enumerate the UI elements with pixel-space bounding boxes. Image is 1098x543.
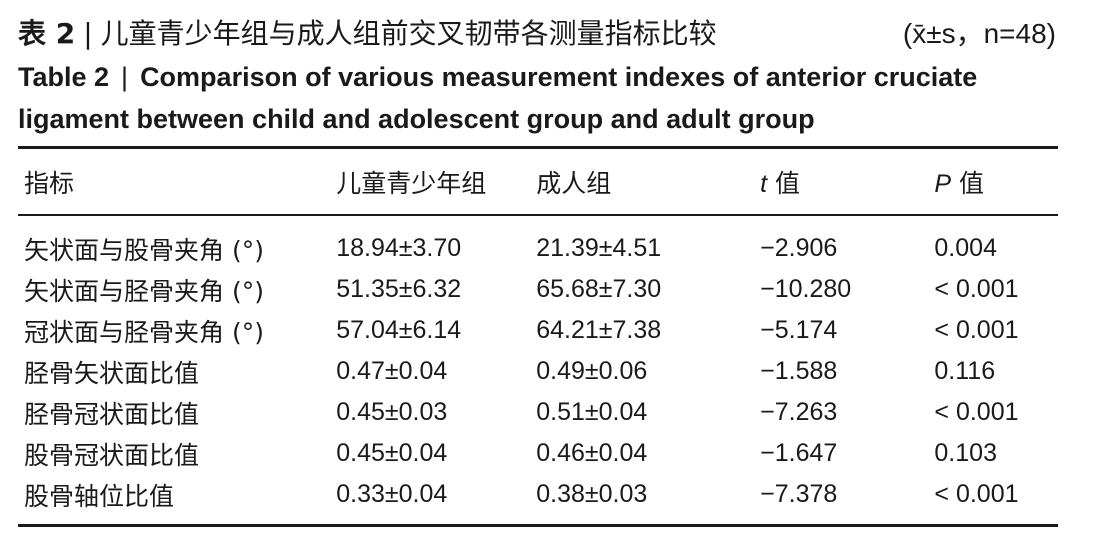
header-child-group: 儿童青少年组 <box>336 169 487 198</box>
table-label-cn: 表 2 <box>18 17 76 50</box>
cell-child: 57.04±6.14 <box>336 316 462 344</box>
cell-child: 0.33±0.04 <box>336 480 448 508</box>
cell-child: 18.94±3.70 <box>336 234 462 262</box>
table-header-rule <box>18 214 1058 216</box>
cell-child: 51.35±6.32 <box>336 275 462 303</box>
cell-t: −5.174 <box>760 316 838 344</box>
cell-adult: 64.21±7.38 <box>536 316 662 344</box>
header-p-symbol: P <box>934 170 952 198</box>
header-t-suffix: 值 <box>767 169 801 198</box>
header-t-symbol: t <box>760 170 768 198</box>
table-caption-en: Table 2 | Comparison of various measuremen… <box>18 56 1078 140</box>
table-row: 股骨冠状面比值 0.45±0.04 0.46±0.04 −1.647 0.103 <box>18 433 1058 474</box>
table-label-en: Table 2 <box>18 62 110 92</box>
cell-adult: 0.46±0.04 <box>536 439 648 467</box>
cell-child: 0.45±0.03 <box>336 398 448 426</box>
header-t-value: t 值 <box>754 150 928 214</box>
cell-p: < 0.001 <box>934 275 1019 303</box>
cell-t: −7.263 <box>760 398 838 426</box>
table-bottom-rule <box>18 524 1058 527</box>
table-row: 股骨轴位比值 0.33±0.04 0.38±0.03 −7.378 < 0.00… <box>18 474 1058 515</box>
header-p-value: P 值 <box>928 150 1058 214</box>
cell-index: 矢状面与胫骨夹角 (°) <box>24 276 264 306</box>
cell-index: 矢状面与股骨夹角 (°) <box>24 235 264 265</box>
table-row: 矢状面与胫骨夹角 (°) 51.35±6.32 65.68±7.30 −10.2… <box>18 269 1058 310</box>
cell-p: 0.116 <box>934 357 996 385</box>
caption-text-en: Comparison of various measurement indexe… <box>18 62 978 134</box>
cell-index: 股骨冠状面比值 <box>24 440 200 470</box>
cell-child: 0.47±0.04 <box>336 357 448 385</box>
cell-t: −10.280 <box>760 275 852 303</box>
header-adult-group: 成人组 <box>536 169 612 198</box>
table-caption-cn: 表 2 | 儿童青少年组与成人组前交叉韧带各测量指标比较 (x̄±s，n=48) <box>18 14 1078 54</box>
cell-adult: 0.51±0.04 <box>536 398 648 426</box>
table-row: 胫骨冠状面比值 0.45±0.03 0.51±0.04 −7.263 < 0.0… <box>18 392 1058 433</box>
header-p-suffix: 值 <box>951 169 985 198</box>
cell-adult: 0.38±0.03 <box>536 480 648 508</box>
cell-adult: 21.39±4.51 <box>536 234 662 262</box>
cell-index: 股骨轴位比值 <box>24 481 175 511</box>
table-row: 冠状面与胫骨夹角 (°) 57.04±6.14 64.21±7.38 −5.17… <box>18 310 1058 351</box>
caption-text-cn: 儿童青少年组与成人组前交叉韧带各测量指标比较 <box>100 17 717 50</box>
cell-index: 胫骨冠状面比值 <box>24 399 200 429</box>
cell-p: < 0.001 <box>934 398 1019 426</box>
table-row: 胫骨矢状面比值 0.47±0.04 0.49±0.06 −1.588 0.116 <box>18 351 1058 392</box>
caption-statistic: (x̄±s，n=48) <box>902 18 1056 49</box>
cell-t: −1.647 <box>760 439 838 467</box>
cell-p: 0.103 <box>934 439 997 467</box>
caption-separator-en: | <box>121 62 129 92</box>
cell-t: −7.378 <box>760 480 838 508</box>
cell-adult: 0.49±0.06 <box>536 357 648 385</box>
table-row: 矢状面与股骨夹角 (°) 18.94±3.70 21.39±4.51 −2.90… <box>18 214 1058 269</box>
cell-p: 0.004 <box>934 234 997 262</box>
cell-t: −2.906 <box>760 234 838 262</box>
cell-t: −1.588 <box>760 357 838 385</box>
cell-p: < 0.001 <box>934 480 1019 508</box>
cell-adult: 65.68±7.30 <box>536 275 662 303</box>
table-top-rule <box>18 146 1058 149</box>
header-index: 指标 <box>24 169 75 198</box>
cell-index: 胫骨矢状面比值 <box>24 358 200 388</box>
cell-p: < 0.001 <box>934 316 1019 344</box>
caption-separator-cn: | <box>83 17 93 50</box>
cell-child: 0.45±0.04 <box>336 439 448 467</box>
comparison-table: 指标 儿童青少年组 成人组 t 值 P 值 矢状面与股骨夹角 (°) 18.94… <box>18 150 1058 515</box>
cell-index: 冠状面与胫骨夹角 (°) <box>24 317 264 347</box>
table-header-row: 指标 儿童青少年组 成人组 t 值 P 值 <box>18 150 1058 214</box>
